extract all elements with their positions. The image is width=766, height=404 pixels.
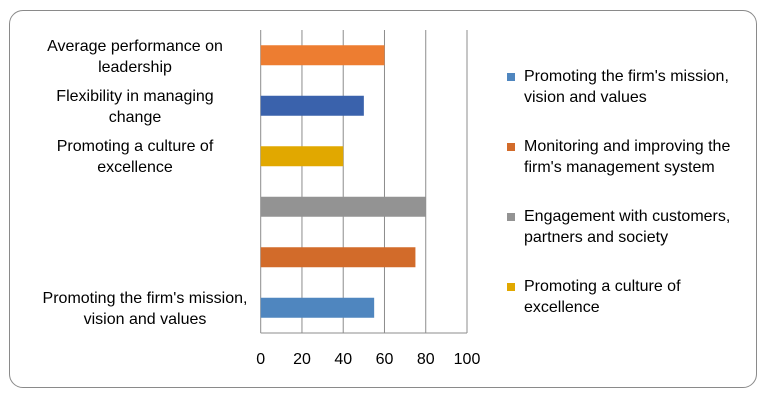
bar bbox=[260, 146, 344, 167]
chart-frame bbox=[9, 10, 757, 388]
x-tick-label: 80 bbox=[416, 351, 435, 368]
category-label-4: Flexibility in managing change bbox=[56, 88, 214, 126]
legend-swatch bbox=[507, 143, 515, 151]
legend-swatch bbox=[507, 213, 515, 221]
bar bbox=[260, 45, 385, 66]
category-label-3: Promoting a culture of excellence bbox=[56, 138, 214, 176]
bar bbox=[260, 196, 426, 217]
x-tick-label: 100 bbox=[453, 351, 481, 368]
legend-item: Promoting a culture of excellence bbox=[507, 276, 752, 318]
legend-item: Promoting the firm's mission, vision and… bbox=[507, 66, 752, 108]
legend-label: Monitoring and improving the firm's mana… bbox=[524, 138, 731, 176]
legend-label: Promoting a culture of excellence bbox=[524, 278, 681, 316]
bar bbox=[260, 95, 364, 116]
bar bbox=[260, 297, 375, 318]
legend-label: Promoting the firm's mission, vision and… bbox=[524, 68, 729, 106]
legend-swatch bbox=[507, 283, 515, 291]
x-tick-label: 60 bbox=[375, 351, 394, 368]
legend-label: Engagement with customers, partners and … bbox=[524, 208, 731, 246]
legend-item: Engagement with customers, partners and … bbox=[507, 206, 752, 248]
x-tick-label: 20 bbox=[293, 351, 311, 368]
x-tick-label: 0 bbox=[256, 351, 266, 368]
legend-item: Monitoring and improving the firm's mana… bbox=[507, 136, 752, 178]
bar bbox=[260, 247, 416, 268]
legend-swatch bbox=[507, 73, 515, 81]
category-label-0: Promoting the firm's mission, vision and… bbox=[42, 290, 248, 328]
x-tick-label: 40 bbox=[334, 351, 353, 368]
category-label-5: Average performance on leadership bbox=[47, 38, 223, 76]
